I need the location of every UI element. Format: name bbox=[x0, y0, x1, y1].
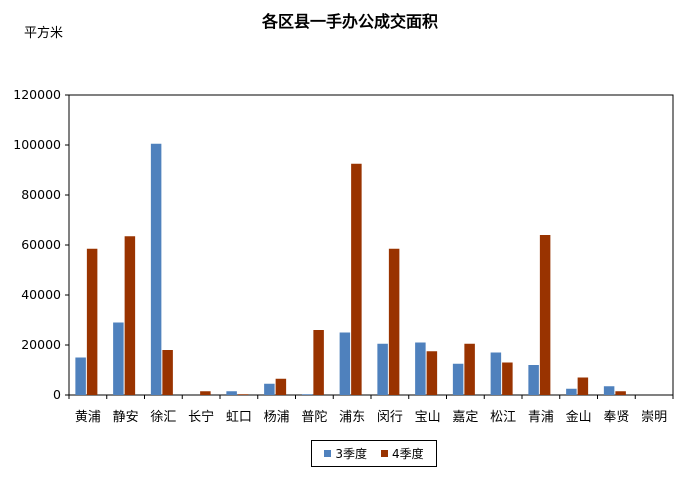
y-tick-label: 40000 bbox=[21, 287, 61, 302]
legend-label-q4: 4季度 bbox=[392, 447, 424, 461]
legend-swatch-q4 bbox=[381, 450, 388, 457]
bar-q4-4 bbox=[237, 394, 249, 395]
x-category-label: 长宁 bbox=[188, 409, 214, 425]
bar-q3-13 bbox=[566, 388, 577, 395]
bar-q3-8 bbox=[377, 343, 388, 395]
y-axis-unit-label: 平方米 bbox=[24, 26, 64, 41]
bar-q3-14 bbox=[603, 386, 615, 395]
x-category-label: 奉贤 bbox=[603, 410, 629, 425]
x-category-label: 黄浦 bbox=[75, 410, 101, 425]
bar-q3-4 bbox=[226, 391, 237, 395]
legend-item-q3: 3季度 bbox=[324, 445, 367, 462]
chart-title: 各区县一手办公成交面积 bbox=[261, 12, 438, 31]
bar-q4-12 bbox=[539, 235, 551, 395]
bar-q4-8 bbox=[388, 248, 400, 395]
x-category-label: 静安 bbox=[113, 410, 139, 425]
bar-q4-11 bbox=[502, 362, 513, 395]
bar-q4-9 bbox=[426, 351, 438, 395]
bar-q4-0 bbox=[86, 248, 98, 395]
x-category-label: 金山 bbox=[566, 409, 592, 425]
x-category-label: 松江 bbox=[490, 410, 516, 425]
x-category-label: 杨浦 bbox=[264, 410, 290, 425]
bar-q4-3 bbox=[200, 391, 211, 395]
bar-q4-7 bbox=[351, 163, 362, 395]
y-tick-label: 120000 bbox=[13, 87, 61, 102]
x-category-label: 徐汇 bbox=[150, 410, 176, 425]
x-category-label: 虹口 bbox=[226, 410, 252, 425]
x-category-label: 普陀 bbox=[301, 409, 327, 425]
legend-item-q4: 4季度 bbox=[381, 445, 424, 462]
y-tick-label: 100000 bbox=[13, 137, 61, 152]
bar-q3-11 bbox=[490, 352, 502, 395]
y-tick-label: 60000 bbox=[21, 237, 61, 252]
bar-q4-1 bbox=[124, 236, 136, 395]
bar-q3-7 bbox=[339, 332, 351, 395]
bar-q3-9 bbox=[415, 342, 426, 395]
x-category-label: 崇明 bbox=[641, 410, 667, 425]
y-tick-label: 0 bbox=[53, 387, 61, 402]
bar-q3-6 bbox=[301, 394, 313, 395]
x-category-label: 青浦 bbox=[528, 410, 554, 425]
bar-q4-14 bbox=[615, 391, 626, 395]
y-tick-label: 80000 bbox=[21, 187, 61, 202]
bar-q4-5 bbox=[275, 378, 287, 395]
bar-q3-2 bbox=[150, 143, 162, 395]
y-tick-label: 20000 bbox=[21, 337, 61, 352]
bar-q4-6 bbox=[313, 330, 324, 395]
x-category-label: 嘉定 bbox=[452, 410, 478, 425]
x-category-label: 闵行 bbox=[377, 410, 403, 425]
bar-q3-0 bbox=[75, 357, 86, 395]
legend-swatch-q3 bbox=[324, 450, 332, 457]
x-category-label: 浦东 bbox=[339, 410, 365, 425]
bar-q4-10 bbox=[464, 343, 475, 395]
bar-q4-13 bbox=[577, 377, 589, 395]
bar-q3-1 bbox=[113, 322, 124, 395]
bar-q3-10 bbox=[452, 363, 464, 395]
bar-q3-5 bbox=[264, 383, 275, 395]
x-category-label: 宝山 bbox=[415, 410, 441, 425]
chart-legend: 3季度 4季度 bbox=[311, 440, 437, 467]
bar-q3-12 bbox=[528, 365, 539, 395]
legend-label-q3: 3季度 bbox=[335, 447, 367, 461]
bar-q4-2 bbox=[162, 350, 173, 395]
